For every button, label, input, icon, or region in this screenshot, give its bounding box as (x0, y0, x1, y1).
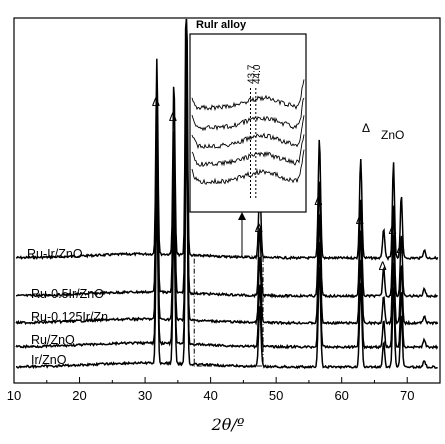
series-label: Ru-Ir/ZnO (27, 247, 83, 261)
inset-series-line (191, 134, 305, 167)
peak-marker: Δ (396, 242, 404, 256)
peak-marker: Δ (356, 213, 364, 227)
zoom-arrow-head (238, 212, 246, 220)
series-label: Ir/ZnO (31, 353, 67, 367)
x-tick-label: 50 (269, 388, 283, 403)
x-tick-label: 70 (400, 388, 414, 403)
inset-series-line (191, 79, 305, 112)
series-line (15, 18, 439, 261)
x-tick-label: 20 (72, 388, 86, 403)
legend-symbol: Δ (362, 121, 370, 135)
series-traces (15, 18, 439, 370)
x-tick-label: 10 (7, 388, 21, 403)
inset-series-line (191, 97, 305, 132)
zoom-indicator (193, 212, 264, 367)
peak-marker: Δ (152, 95, 160, 109)
x-tick-label: 40 (203, 388, 217, 403)
inset-annotation: 44.0 (252, 64, 263, 84)
series-label: Ru-0.125Ir/Zn (31, 310, 108, 324)
zoom-box (193, 255, 264, 367)
plot-frame (13, 17, 441, 384)
x-tick-label: 60 (334, 388, 348, 403)
peak-marker: Δ (314, 194, 322, 208)
series-label: Ru/ZnO (31, 333, 75, 347)
inset-annotation: 43.7 (246, 64, 257, 84)
x-axis-title: 2θ/º (211, 415, 245, 434)
series-line (15, 44, 439, 326)
series-line (15, 18, 439, 299)
x-ticks: 10 20 30 40 50 60 70 (7, 377, 414, 403)
peak-marker: Δ (388, 223, 396, 237)
series-labels: Ru-Ir/ZnO Ru-0.5Ir/ZnO Ru-0.125Ir/Zn Ru/ZnO… (27, 247, 108, 367)
peak-marker: Δ (169, 110, 177, 124)
legend: Δ ZnO (362, 121, 404, 142)
legend-label: ZnO (381, 128, 404, 142)
inset-series-line (191, 115, 305, 150)
series-line (16, 111, 438, 370)
series-label: Ru-0.5Ir/ZnO (31, 287, 104, 301)
inset-series-line (191, 149, 305, 186)
inset-panel: Rulr alloy 43.744.0 (189, 19, 307, 213)
series-line (15, 79, 439, 350)
inset-title: Rulr alloy (196, 19, 247, 31)
peak-marker: Δ (255, 221, 263, 235)
peak-marker: Δ (379, 259, 387, 273)
x-tick-label: 30 (138, 388, 152, 403)
